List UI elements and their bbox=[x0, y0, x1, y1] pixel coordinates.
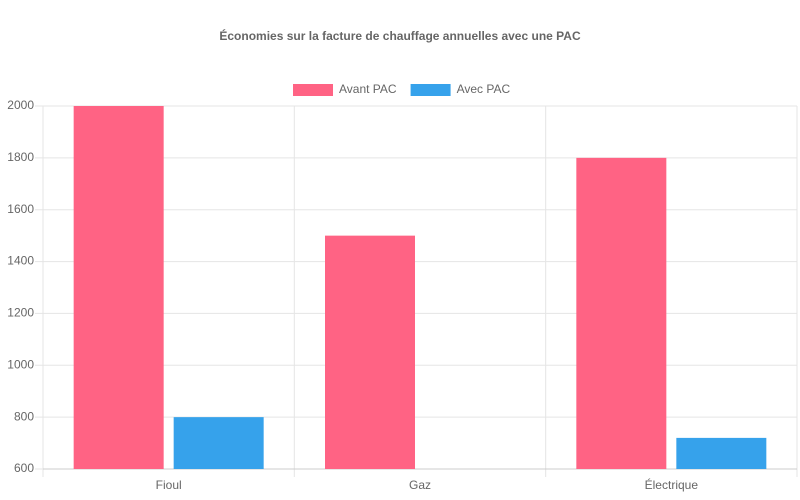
y-tick-label: 600 bbox=[14, 461, 34, 475]
bar bbox=[325, 235, 415, 469]
legend-label: Avec PAC bbox=[457, 82, 511, 96]
x-tick-label: Gaz bbox=[409, 478, 431, 492]
x-tick-label: Électrique bbox=[645, 477, 699, 492]
y-tick-label: 800 bbox=[14, 409, 34, 423]
y-tick-label: 1400 bbox=[7, 254, 34, 268]
bar bbox=[576, 157, 667, 469]
bar bbox=[73, 106, 164, 469]
legend-swatch bbox=[410, 84, 451, 96]
y-tick-label: 1200 bbox=[7, 306, 34, 320]
y-tick-label: 1600 bbox=[7, 202, 34, 216]
y-tick-label: 2000 bbox=[7, 98, 34, 112]
bar bbox=[676, 437, 767, 469]
legend-label: Avant PAC bbox=[339, 82, 397, 96]
x-tick-label: Fioul bbox=[156, 478, 182, 492]
chart-title: Économies sur la facture de chauffage an… bbox=[219, 28, 581, 43]
y-tick-label: 1000 bbox=[7, 357, 34, 371]
bar bbox=[173, 417, 264, 469]
y-tick-label: 1800 bbox=[7, 150, 34, 164]
legend-swatch bbox=[293, 84, 333, 96]
